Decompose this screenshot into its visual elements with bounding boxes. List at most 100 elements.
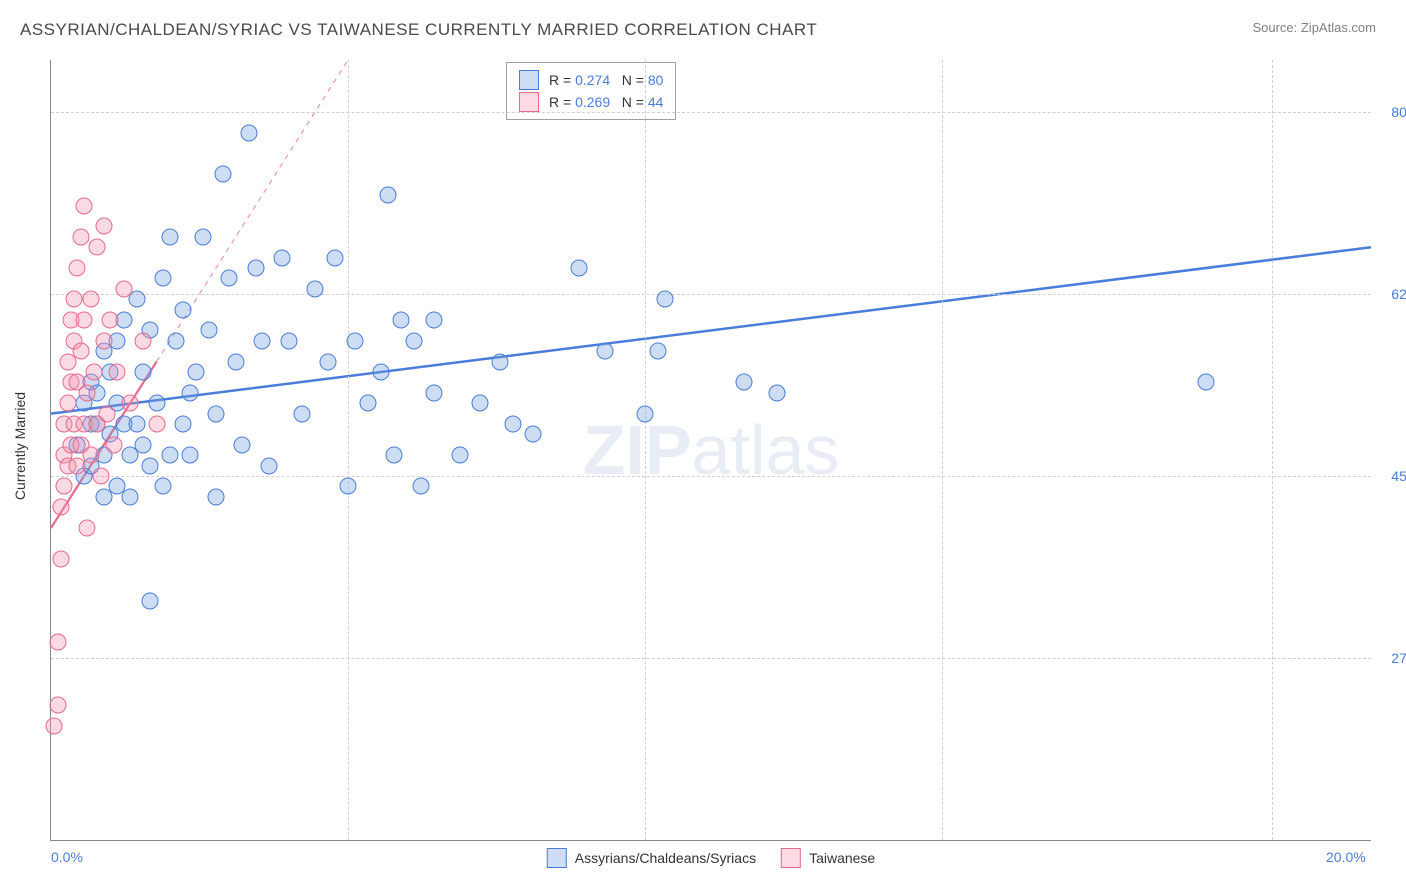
data-point-assyrians xyxy=(1198,374,1215,391)
series-legend-label: Taiwanese xyxy=(809,850,875,866)
data-point-taiwanese xyxy=(89,239,106,256)
data-point-assyrians xyxy=(505,416,522,433)
data-point-assyrians xyxy=(194,228,211,245)
data-point-taiwanese xyxy=(49,634,66,651)
data-point-assyrians xyxy=(340,478,357,495)
data-point-assyrians xyxy=(379,187,396,204)
data-point-assyrians xyxy=(260,457,277,474)
data-point-assyrians xyxy=(736,374,753,391)
data-point-assyrians xyxy=(373,364,390,381)
hgrid-line xyxy=(51,476,1371,477)
data-point-assyrians xyxy=(452,447,469,464)
legend-swatch xyxy=(519,92,539,112)
series-legend-item-taiwanese: Taiwanese xyxy=(781,848,875,868)
data-point-assyrians xyxy=(122,488,139,505)
data-point-assyrians xyxy=(524,426,541,443)
data-point-taiwanese xyxy=(72,228,89,245)
data-point-assyrians xyxy=(175,301,192,318)
data-point-taiwanese xyxy=(109,364,126,381)
data-point-taiwanese xyxy=(102,312,119,329)
data-point-taiwanese xyxy=(95,218,112,235)
hgrid-line xyxy=(51,294,1371,295)
ytick-label: 45.0% xyxy=(1376,468,1406,484)
data-point-taiwanese xyxy=(99,405,116,422)
data-point-assyrians xyxy=(161,228,178,245)
data-point-assyrians xyxy=(425,384,442,401)
data-point-taiwanese xyxy=(85,364,102,381)
legend-swatch xyxy=(547,848,567,868)
data-point-taiwanese xyxy=(69,260,86,277)
data-point-assyrians xyxy=(161,447,178,464)
data-point-assyrians xyxy=(247,260,264,277)
data-point-taiwanese xyxy=(115,280,132,297)
data-point-taiwanese xyxy=(92,468,109,485)
yaxis-title: Currently Married xyxy=(12,392,28,500)
data-point-taiwanese xyxy=(52,499,69,516)
series-legend-item-assyrians: Assyrians/Chaldeans/Syriacs xyxy=(547,848,756,868)
data-point-assyrians xyxy=(175,416,192,433)
data-point-assyrians xyxy=(135,436,152,453)
series-legend: Assyrians/Chaldeans/Syriacs Taiwanese xyxy=(547,848,875,868)
xtick-label: 0.0% xyxy=(51,849,83,865)
data-point-taiwanese xyxy=(59,395,76,412)
data-point-taiwanese xyxy=(82,291,99,308)
data-point-assyrians xyxy=(227,353,244,370)
data-point-assyrians xyxy=(142,592,159,609)
data-point-taiwanese xyxy=(46,717,63,734)
data-point-assyrians xyxy=(412,478,429,495)
legend-swatch xyxy=(519,70,539,90)
vgrid-line xyxy=(645,60,646,840)
ytick-label: 62.5% xyxy=(1376,286,1406,302)
data-point-taiwanese xyxy=(76,312,93,329)
vgrid-line xyxy=(1272,60,1273,840)
data-point-taiwanese xyxy=(135,332,152,349)
data-point-assyrians xyxy=(181,384,198,401)
data-point-assyrians xyxy=(128,416,145,433)
data-point-taiwanese xyxy=(95,332,112,349)
data-point-assyrians xyxy=(307,280,324,297)
legend-text: R = 0.274 N = 80 xyxy=(549,72,663,88)
data-point-assyrians xyxy=(346,332,363,349)
data-point-taiwanese xyxy=(122,395,139,412)
series-legend-label: Assyrians/Chaldeans/Syriacs xyxy=(575,850,756,866)
data-point-assyrians xyxy=(208,488,225,505)
data-point-assyrians xyxy=(293,405,310,422)
data-point-assyrians xyxy=(359,395,376,412)
data-point-assyrians xyxy=(241,124,258,141)
data-point-assyrians xyxy=(326,249,343,266)
data-point-assyrians xyxy=(188,364,205,381)
data-point-assyrians xyxy=(392,312,409,329)
data-point-assyrians xyxy=(254,332,271,349)
data-point-assyrians xyxy=(406,332,423,349)
data-point-assyrians xyxy=(148,395,165,412)
data-point-taiwanese xyxy=(76,197,93,214)
hgrid-line xyxy=(51,112,1371,113)
legend-row-taiwanese: R = 0.269 N = 44 xyxy=(519,91,663,113)
data-point-taiwanese xyxy=(105,436,122,453)
data-point-assyrians xyxy=(201,322,218,339)
data-point-taiwanese xyxy=(72,343,89,360)
data-point-assyrians xyxy=(274,249,291,266)
data-point-assyrians xyxy=(128,291,145,308)
data-point-assyrians xyxy=(214,166,231,183)
data-point-taiwanese xyxy=(56,478,73,495)
legend-swatch xyxy=(781,848,801,868)
data-point-assyrians xyxy=(769,384,786,401)
data-point-taiwanese xyxy=(66,291,83,308)
ytick-label: 27.5% xyxy=(1376,650,1406,666)
source-label: Source: ZipAtlas.com xyxy=(1252,20,1376,35)
data-point-taiwanese xyxy=(82,447,99,464)
plot-area: ZIPatlas R = 0.274 N = 80R = 0.269 N = 4… xyxy=(50,60,1371,841)
xtick-label: 20.0% xyxy=(1326,849,1366,865)
data-point-assyrians xyxy=(597,343,614,360)
legend-row-assyrians: R = 0.274 N = 80 xyxy=(519,69,663,91)
data-point-assyrians xyxy=(425,312,442,329)
data-point-assyrians xyxy=(155,478,172,495)
data-point-assyrians xyxy=(135,364,152,381)
data-point-assyrians xyxy=(472,395,489,412)
data-point-assyrians xyxy=(637,405,654,422)
legend-text: R = 0.269 N = 44 xyxy=(549,94,663,110)
data-point-assyrians xyxy=(320,353,337,370)
data-point-assyrians xyxy=(181,447,198,464)
data-point-taiwanese xyxy=(52,551,69,568)
